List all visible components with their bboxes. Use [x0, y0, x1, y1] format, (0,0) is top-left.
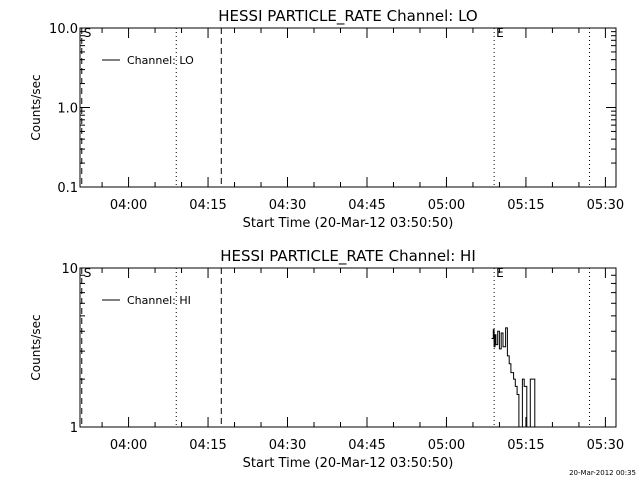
chart-title: HESSI PARTICLE_RATE Channel: HI	[220, 247, 476, 266]
x-axis-label: Start Time (20-Mar-12 03:50:50)	[243, 216, 454, 231]
panel-lo-channel: HESSI PARTICLE_RATE Channel: LO Start Tim…	[29, 7, 624, 231]
chart-title: HESSI PARTICLE_RATE Channel: LO	[218, 7, 477, 26]
x-tick-label: 04:30	[269, 198, 306, 213]
plot-frame	[79, 267, 617, 428]
y-tick-label: 1.0	[57, 102, 78, 117]
x-tick-label: 04:15	[189, 198, 226, 213]
x-tick-label: 04:30	[269, 438, 306, 453]
x-tick-label: 04:15	[189, 438, 226, 453]
legend-label: Channel: LO	[127, 54, 194, 67]
marker-label: E	[496, 266, 504, 280]
y-tick-label: 10	[61, 262, 78, 277]
plot-frame	[79, 27, 617, 188]
marker-label: E	[496, 26, 504, 40]
x-tick-label: 05:30	[587, 438, 624, 453]
marker-label: S	[84, 266, 92, 280]
y-axis-label: Counts/sec	[29, 314, 43, 380]
legend-label: Channel: HI	[127, 294, 191, 307]
x-tick-label: 05:00	[428, 438, 465, 453]
series-line	[491, 327, 536, 428]
x-tick-label: 05:15	[507, 198, 544, 213]
footer-timestamp: 20-Mar-2012 00:35	[569, 469, 636, 477]
x-tick-label: 05:00	[428, 198, 465, 213]
panel-hi-channel: HESSI PARTICLE_RATE Channel: HI Start Tim…	[29, 247, 624, 471]
y-axis-label: Counts/sec	[29, 74, 43, 140]
x-tick-label: 04:00	[110, 198, 147, 213]
x-tick-label: 04:45	[348, 438, 385, 453]
y-tick-label: 0.1	[57, 181, 78, 196]
y-tick-label: 1	[70, 421, 78, 436]
x-tick-label: 04:45	[348, 198, 385, 213]
marker-label: S	[84, 26, 92, 40]
x-tick-label: 05:15	[507, 438, 544, 453]
x-tick-label: 04:00	[110, 438, 147, 453]
x-tick-label: 05:30	[587, 198, 624, 213]
x-axis-label: Start Time (20-Mar-12 03:50:50)	[243, 456, 454, 471]
y-tick-label: 10.0	[49, 22, 78, 37]
